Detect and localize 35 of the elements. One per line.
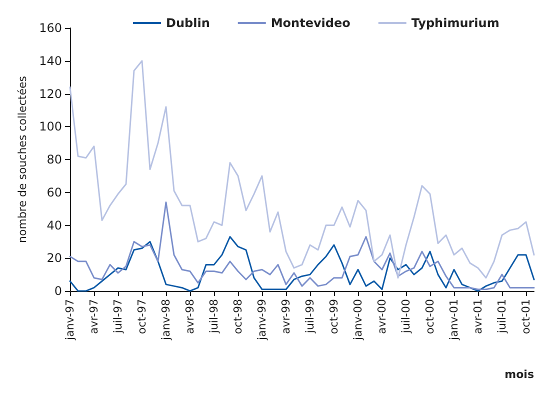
x-tick-label: avr-01	[472, 299, 484, 334]
legend-label: Typhimurium	[411, 16, 500, 30]
y-tick-label: 120	[39, 86, 62, 101]
x-tick-label: oct-98	[232, 299, 244, 334]
legend-label: Montevideo	[270, 16, 350, 30]
x-tick-label: juil-98	[208, 299, 220, 334]
y-tick-label: 60	[46, 185, 62, 200]
y-tick-label: 160	[39, 21, 62, 35]
x-tick-label: avr-97	[88, 299, 100, 334]
x-tick-label: juil-00	[400, 299, 412, 334]
x-tick-label: avr-99	[280, 299, 292, 334]
x-tick-label: juil-01	[496, 299, 508, 334]
x-tick-label: oct-01	[520, 299, 532, 334]
x-tick-label: oct-97	[136, 299, 148, 334]
x-tick-label: avr-98	[184, 299, 196, 334]
x-axis-title: mois	[504, 368, 534, 381]
x-tick-label: oct-99	[328, 299, 340, 334]
y-tick-label: 140	[39, 54, 62, 68]
x-tick-label: janv-00	[352, 299, 364, 341]
x-tick-label: juil-97	[112, 299, 124, 334]
y-axis-title: nombre de souches collectées	[16, 76, 29, 243]
line-series	[69, 60, 535, 279]
x-tick-label: janv-97	[64, 299, 76, 341]
x-tick-label: avr-00	[376, 299, 388, 334]
x-tick-label: janv-98	[160, 299, 172, 341]
y-tick-label: 80	[46, 152, 62, 166]
y-tick-label: 100	[39, 120, 62, 134]
y-tick-label: 40	[46, 218, 62, 232]
y-tick-label: 20	[46, 251, 62, 266]
x-tick-label: janv-01	[448, 299, 460, 341]
x-tick-label: oct-00	[424, 299, 436, 334]
legend-label: Dublin	[166, 16, 210, 30]
x-tick-label: janv-99	[256, 299, 268, 341]
y-tick-label: 0	[54, 284, 62, 298]
x-tick-label: juil-99	[304, 299, 316, 334]
